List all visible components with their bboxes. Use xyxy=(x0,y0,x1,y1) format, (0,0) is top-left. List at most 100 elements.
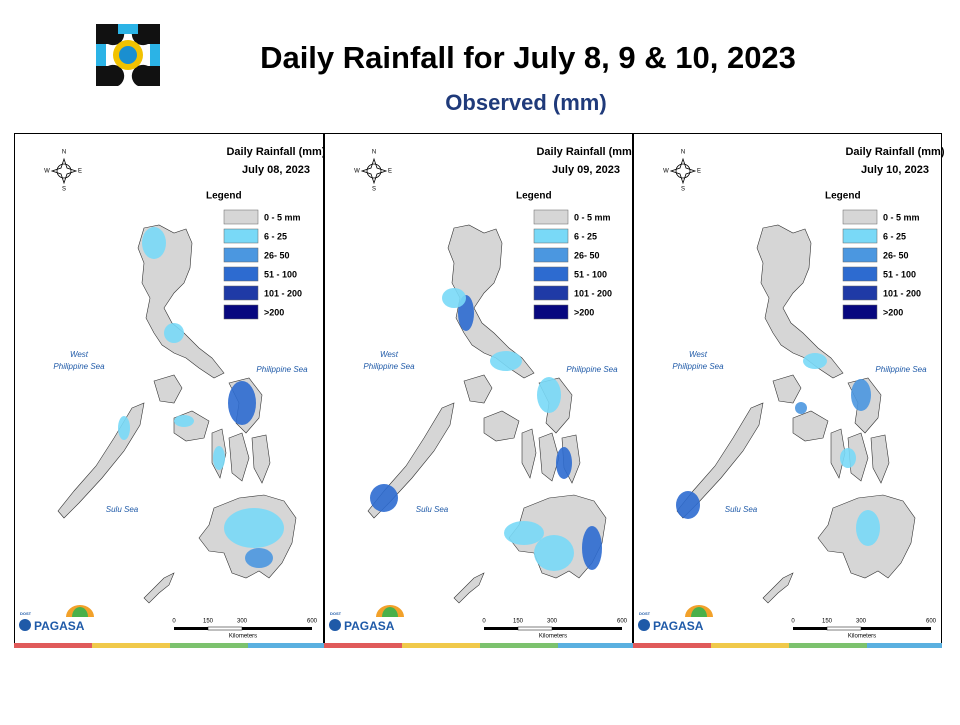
scale-tick: 150 xyxy=(203,619,214,625)
legend-swatch xyxy=(223,285,259,301)
sea-label: Philippine Sea xyxy=(53,362,105,371)
rainfall-area xyxy=(851,379,871,411)
logo-umbrella-band xyxy=(691,607,707,617)
scale-segment xyxy=(174,627,208,630)
island xyxy=(143,572,175,604)
map-panel: N E S W Daily Rainfall (mm) July 09, 2023 Lege… xyxy=(324,133,636,644)
legend-swatch xyxy=(842,266,878,282)
compass-rose: N E S W xyxy=(44,150,82,193)
subtitle: Observed (mm) xyxy=(445,90,606,115)
logo-mark xyxy=(19,619,31,631)
map-panel: N E S W Daily Rainfall (mm) July 08, 2023 Lege… xyxy=(14,133,326,644)
compass-star xyxy=(50,157,78,185)
scale-segment xyxy=(242,627,312,630)
sea-label: West xyxy=(70,350,89,359)
sea-label: Sulu Sea xyxy=(725,505,758,514)
scale-unit: Kilometers xyxy=(539,634,567,640)
legend-label: >200 xyxy=(264,307,284,317)
legend-label: 101 - 200 xyxy=(883,288,921,298)
scale-segment xyxy=(484,627,518,630)
scale-tick: 300 xyxy=(237,619,248,625)
island xyxy=(762,572,794,604)
island xyxy=(772,374,802,404)
scale-tick: 600 xyxy=(617,619,628,625)
compass-label: E xyxy=(388,169,392,175)
sea-label: Sulu Sea xyxy=(106,505,139,514)
philippines-map xyxy=(676,224,916,604)
logo-agency: DOST xyxy=(639,611,651,616)
logo-mark xyxy=(329,619,341,631)
scale-segment xyxy=(517,626,553,631)
scale-tick: 300 xyxy=(547,619,558,625)
rainfall-area xyxy=(840,448,856,468)
compass-label: W xyxy=(663,169,669,175)
compass-ring xyxy=(366,163,382,179)
legend-label: 51 - 100 xyxy=(883,269,916,279)
legend-swatch xyxy=(533,266,569,282)
island xyxy=(792,410,829,442)
sea-label: Sulu Sea xyxy=(416,505,449,514)
rainfall-area xyxy=(174,415,194,427)
legend-swatch xyxy=(533,285,569,301)
logo-agency: DOST xyxy=(330,611,342,616)
scale-bar: 0 150 300 600 Kilometers xyxy=(482,619,627,640)
scale-segment xyxy=(207,626,243,631)
rainfall-area xyxy=(213,446,225,470)
legend-title: Legend xyxy=(825,191,861,202)
scale-tick: 150 xyxy=(822,619,833,625)
island xyxy=(870,434,890,484)
island xyxy=(228,432,250,482)
island xyxy=(463,374,493,404)
legend-swatch xyxy=(533,209,569,225)
rainfall-area xyxy=(537,377,561,413)
rainfall-area xyxy=(534,535,574,571)
legend-swatch xyxy=(842,228,878,244)
legend-label: 0 - 5 mm xyxy=(264,212,301,222)
scale-segment xyxy=(826,626,862,631)
rainfall-area xyxy=(224,508,284,548)
sea-label: Philippine Sea xyxy=(875,365,927,374)
logo-name: PAGASA xyxy=(344,619,395,633)
scale-unit: Kilometers xyxy=(848,634,876,640)
legend-label: 26- 50 xyxy=(883,250,909,260)
rainfall-area xyxy=(370,484,398,512)
philippines-map xyxy=(57,224,297,604)
logo-umbrella-band xyxy=(382,607,398,617)
scale-bar: 0 150 300 600 Kilometers xyxy=(791,619,936,640)
sea-label: West xyxy=(380,350,399,359)
sea-label: Philippine Sea xyxy=(672,362,724,371)
island xyxy=(251,434,271,484)
legend-title: Legend xyxy=(206,191,242,202)
compass-label: N xyxy=(681,150,685,156)
sea-label: Philippine Sea xyxy=(566,365,618,374)
panels: N E S W Daily Rainfall (mm) July 08, 2023 Lege… xyxy=(14,133,945,644)
legend-label: 26- 50 xyxy=(574,250,600,260)
logo-umbrella-band xyxy=(72,607,88,617)
legend-label: 0 - 5 mm xyxy=(574,212,611,222)
rainfall-area xyxy=(228,381,256,425)
compass-label: W xyxy=(44,169,50,175)
compass-label: S xyxy=(372,187,376,193)
rainfall-area xyxy=(118,416,130,440)
scale-tick: 600 xyxy=(307,619,318,625)
legend-label: 51 - 100 xyxy=(264,269,297,279)
compass-rose: N E S W xyxy=(354,150,392,193)
scale-segment xyxy=(793,627,827,630)
panel-date: July 10, 2023 xyxy=(861,164,929,176)
philippines-map xyxy=(367,224,607,604)
island xyxy=(137,224,225,379)
panel-title: Daily Rainfall (mm) xyxy=(226,146,325,158)
legend-label: 101 - 200 xyxy=(574,288,612,298)
map-panel: N E S W Daily Rainfall (mm) July 10, 2023 Lege… xyxy=(633,133,945,644)
compass-ring xyxy=(675,163,691,179)
legend-label: >200 xyxy=(574,307,594,317)
rainfall-area xyxy=(803,353,827,369)
sea-label: West xyxy=(689,350,708,359)
logo-agency: DOST xyxy=(20,611,32,616)
island xyxy=(153,374,183,404)
compass-label: E xyxy=(697,169,701,175)
scale-tick: 0 xyxy=(482,619,486,625)
legend-swatch xyxy=(533,228,569,244)
